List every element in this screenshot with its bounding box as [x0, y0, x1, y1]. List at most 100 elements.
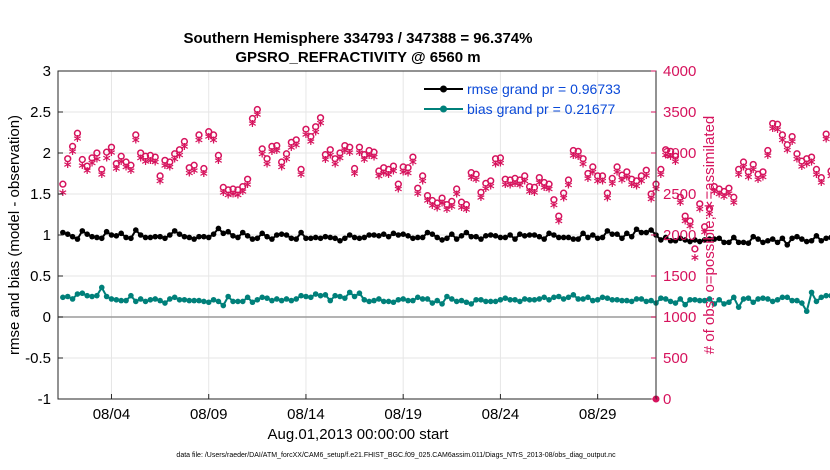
rmse-point — [186, 234, 193, 241]
bias-point — [487, 298, 494, 305]
obs-assimilated-point: * — [793, 152, 801, 170]
obs-assimilated-point: * — [535, 176, 543, 194]
bias-point — [633, 296, 640, 302]
obs-possible-point — [127, 161, 135, 169]
obs-assimilated-point: * — [103, 152, 111, 170]
obs-assimilated-point: * — [744, 170, 752, 188]
rmse-point — [570, 236, 577, 242]
obs-possible-point — [78, 155, 86, 164]
bias-point — [361, 296, 368, 303]
obs-possible-point — [175, 146, 184, 154]
bias-point — [327, 297, 334, 304]
obs-possible-point — [618, 171, 626, 179]
bias-point — [521, 296, 528, 302]
left-axis-ticks: -1 -0.5 0 0.5 1 1.5 2 2.5 3 — [25, 63, 63, 408]
rmse-point — [619, 235, 625, 242]
obs-assimilated-point: * — [579, 157, 587, 175]
obs-possible-point — [321, 150, 330, 159]
obs-assimilated-point: * — [715, 188, 723, 206]
obs-possible-point — [107, 143, 116, 151]
obs-assimilated-point: * — [365, 149, 373, 167]
rmse-point — [191, 236, 197, 242]
obs-possible-point — [705, 205, 714, 213]
obs-possible-point — [224, 186, 232, 194]
obs-assimilated-point: * — [404, 166, 412, 184]
bias-point — [210, 296, 217, 303]
rmse-point — [692, 237, 698, 243]
x-axis-label: Aug.01,2013 00:00:00 start — [268, 426, 450, 443]
obs-assimilated-point: * — [108, 146, 116, 164]
rmse-point — [599, 234, 606, 241]
tick-label-left: 1 — [43, 227, 51, 244]
obs-assimilated-point: * — [399, 166, 407, 184]
rmse-point — [779, 235, 786, 242]
obs-possible-point — [166, 158, 174, 166]
tick-label-right: 500 — [663, 350, 688, 367]
rmse-point — [269, 236, 275, 242]
rmse-point — [230, 233, 236, 239]
bias-point — [113, 296, 120, 303]
obs-possible-point — [462, 201, 471, 209]
obs-possible-point — [389, 162, 398, 170]
bias-point — [414, 294, 421, 301]
obs-assimilated-point: * — [249, 117, 257, 135]
bias-point — [794, 297, 800, 304]
rmse-point — [604, 228, 611, 234]
obs-possible-point — [355, 143, 364, 151]
bias-point — [599, 294, 606, 301]
rmse-point — [414, 234, 421, 241]
obs-assimilated-point: * — [283, 152, 291, 170]
tick-label-left: 2 — [43, 145, 51, 162]
rmse-point — [79, 228, 86, 234]
obs-possible-point — [292, 136, 300, 144]
obs-assimilated-point: * — [312, 125, 320, 143]
obs-possible-point — [807, 153, 816, 161]
obs-assimilated-point: * — [516, 179, 524, 197]
obs-assimilated-point: * — [210, 134, 218, 152]
obs-assimilated-point: * — [394, 183, 402, 201]
bias-point — [380, 298, 387, 305]
bias-point — [89, 293, 95, 300]
rmse-point — [740, 239, 747, 246]
bias-point — [774, 296, 781, 303]
obs-possible-point — [764, 146, 772, 155]
rmse-point — [628, 233, 635, 240]
obs-possible-point — [769, 119, 777, 128]
bias-point — [726, 299, 732, 306]
obs-assimilated-point: * — [132, 134, 140, 152]
rmse-point — [706, 236, 713, 242]
obs-possible-point — [545, 180, 553, 188]
obs-possible-point — [700, 223, 709, 231]
obs-possible-point — [487, 177, 495, 185]
obs-assimilated-point: * — [594, 175, 602, 193]
bias-point — [137, 296, 144, 302]
rmse-point — [312, 234, 319, 241]
bias-point — [79, 290, 86, 297]
rmse-point — [444, 235, 450, 242]
obs-possible-point — [243, 175, 252, 183]
obs-assimilated-point: * — [603, 192, 611, 210]
obs-possible-point — [59, 180, 67, 188]
obs-possible-point — [676, 193, 684, 201]
obs-assimilated-point: * — [341, 144, 349, 162]
obs-assimilated-point: * — [725, 187, 733, 205]
obs-possible-point — [200, 164, 208, 173]
obs-assimilated-point: * — [360, 153, 368, 171]
obs-assimilated-point: * — [492, 157, 500, 175]
obs-possible-point — [691, 245, 699, 253]
bias-point — [366, 298, 372, 305]
rmse-point — [176, 231, 183, 237]
bias-point — [235, 298, 241, 305]
obs-assimilated-point: * — [385, 168, 393, 186]
rmse-point — [132, 227, 139, 233]
obs-possible-point — [793, 150, 801, 158]
obs-assimilated-point: * — [443, 203, 451, 221]
obs-assimilated-point: * — [307, 135, 315, 153]
rmse-point — [487, 232, 494, 238]
bias-point — [157, 297, 163, 304]
bias-point — [230, 298, 236, 305]
rmse-point — [560, 234, 567, 241]
bias-point — [298, 292, 304, 299]
bias-point — [400, 296, 406, 302]
